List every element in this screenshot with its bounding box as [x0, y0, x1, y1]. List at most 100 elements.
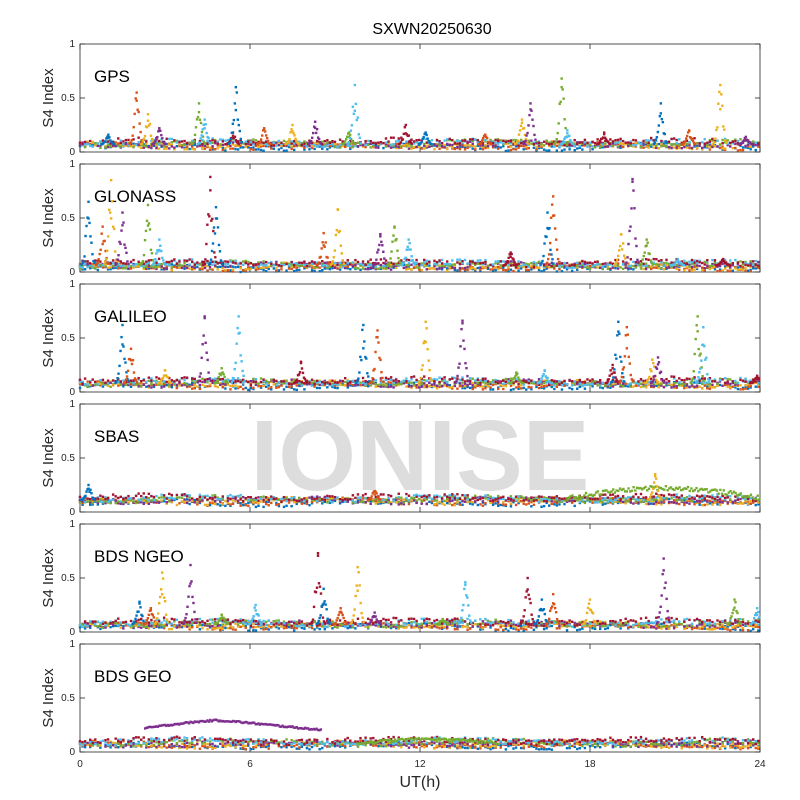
data-point — [219, 265, 222, 269]
data-point — [621, 385, 625, 388]
data-point — [650, 377, 653, 381]
data-point — [471, 266, 474, 270]
data-point — [336, 383, 339, 386]
data-point — [530, 386, 533, 389]
data-point — [213, 265, 217, 269]
data-point — [601, 146, 604, 149]
data-point — [578, 378, 581, 382]
data-point — [264, 144, 268, 148]
data-point — [555, 248, 559, 251]
data-point — [157, 250, 160, 253]
data-point — [216, 262, 219, 265]
data-point — [430, 266, 434, 270]
data-point — [410, 268, 413, 271]
data-point — [476, 266, 479, 270]
data-point — [119, 266, 122, 269]
data-point — [124, 361, 127, 364]
data-point — [647, 383, 650, 386]
data-point — [563, 118, 566, 121]
data-point — [720, 93, 723, 96]
data-point — [205, 131, 208, 135]
data-point — [552, 262, 555, 265]
data-point — [90, 241, 93, 244]
data-point — [680, 384, 683, 388]
data-point — [191, 387, 194, 390]
data-point — [415, 266, 418, 269]
data-point — [639, 382, 643, 385]
data-point — [242, 263, 245, 266]
data-point — [718, 270, 722, 273]
data-point — [660, 382, 663, 386]
data-point — [593, 146, 597, 149]
data-point — [667, 380, 671, 383]
data-point — [517, 262, 520, 266]
data-point — [424, 131, 427, 134]
data-point — [175, 262, 179, 265]
data-point — [415, 378, 418, 382]
data-point — [489, 382, 492, 386]
data-point — [353, 142, 357, 146]
data-point — [218, 250, 222, 253]
data-point — [117, 262, 120, 266]
data-point — [201, 138, 204, 142]
data-point — [718, 143, 722, 147]
data-point — [91, 265, 94, 268]
data-point — [713, 263, 717, 266]
data-point — [706, 145, 709, 148]
data-point — [244, 259, 247, 263]
data-point — [532, 265, 536, 269]
data-point — [643, 251, 646, 254]
data-point — [514, 386, 518, 389]
data-point — [514, 265, 518, 268]
data-point — [111, 259, 115, 262]
data-point — [270, 378, 273, 381]
data-point — [494, 262, 497, 265]
data-point — [233, 135, 237, 139]
data-point — [192, 139, 196, 143]
data-point — [695, 267, 699, 271]
data-point — [168, 376, 171, 380]
data-point — [262, 262, 265, 265]
data-point — [155, 379, 158, 382]
data-point — [175, 379, 179, 382]
data-point — [535, 263, 538, 267]
data-point — [310, 266, 314, 269]
data-point — [542, 381, 546, 385]
data-point — [348, 133, 352, 137]
data-point — [724, 139, 727, 142]
data-point — [517, 142, 520, 145]
data-point — [216, 141, 219, 144]
data-point — [548, 143, 551, 146]
data-point — [234, 147, 237, 151]
data-point — [216, 378, 219, 382]
data-point — [397, 380, 400, 383]
data-point — [219, 143, 222, 146]
data-point — [440, 144, 444, 148]
data-point — [639, 385, 643, 389]
data-point — [642, 383, 645, 387]
data-point — [140, 139, 143, 142]
data-point — [196, 262, 199, 266]
data-point — [509, 145, 513, 148]
data-point — [183, 146, 186, 149]
data-point — [484, 385, 487, 388]
data-point — [322, 244, 325, 247]
data-point — [321, 264, 324, 267]
data-point — [570, 382, 574, 385]
data-point — [366, 382, 370, 386]
data-point — [388, 261, 391, 264]
data-point — [421, 137, 424, 141]
data-point — [144, 229, 148, 233]
data-point — [168, 263, 171, 267]
data-point — [178, 144, 181, 148]
data-point — [616, 264, 620, 267]
data-point — [474, 379, 477, 382]
data-point — [168, 385, 171, 389]
data-point — [127, 262, 130, 266]
data-point — [645, 244, 648, 247]
data-point — [739, 388, 742, 391]
data-point — [180, 140, 184, 143]
data-point — [497, 138, 500, 141]
data-point — [147, 261, 151, 264]
data-point — [100, 232, 103, 235]
